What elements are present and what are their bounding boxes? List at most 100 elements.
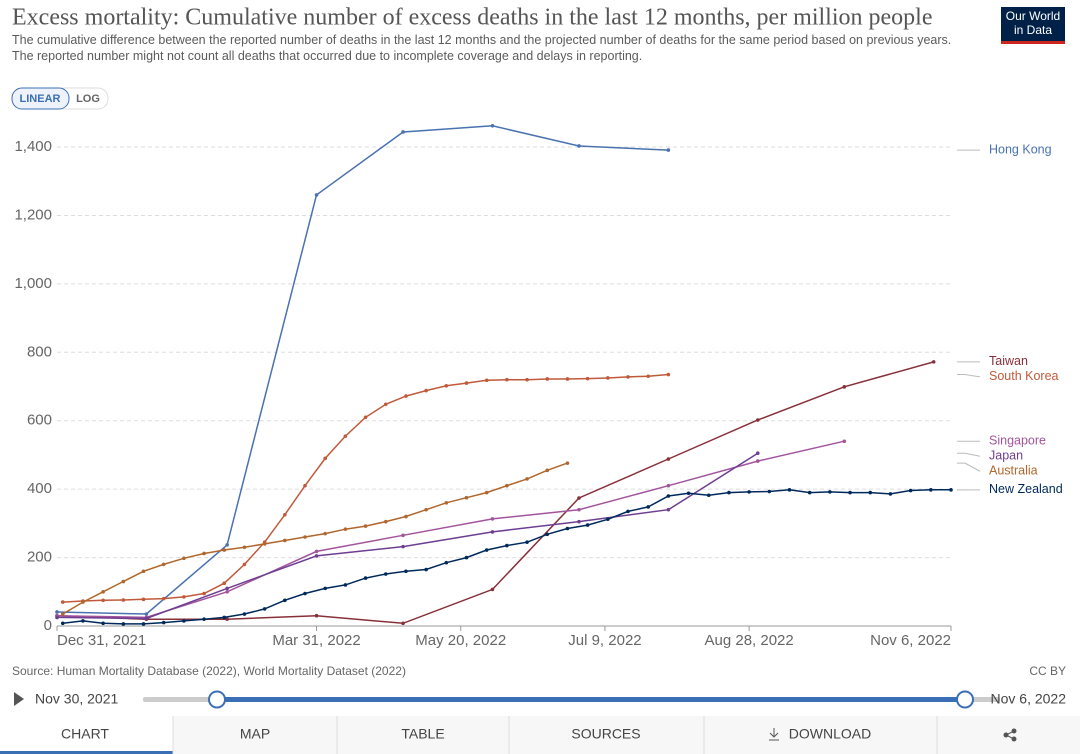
data-point xyxy=(525,377,529,382)
chart-subtitle: The cumulative difference between the re… xyxy=(12,33,952,63)
data-point xyxy=(303,483,307,488)
data-point xyxy=(931,360,936,364)
timeline-handle[interactable] xyxy=(956,690,974,709)
license[interactable]: CC BY xyxy=(1029,664,1066,678)
data-point xyxy=(343,434,348,438)
data-point xyxy=(182,556,186,561)
series-line xyxy=(56,125,669,615)
data-point xyxy=(666,494,671,498)
data-point xyxy=(505,483,509,488)
data-point xyxy=(747,490,751,494)
plot: 0 200 400 600 800 1,000 1,200 1,400 Dec 31, 2021… xyxy=(14,124,1063,649)
x-tick-label: Dec 31, 2021 xyxy=(57,632,146,649)
x-tick-label: Mar 31, 2022 xyxy=(272,632,360,649)
data-point xyxy=(343,583,348,587)
subtitle-box: The cumulative difference between the re… xyxy=(12,33,952,63)
data-point xyxy=(225,543,229,547)
tab[interactable]: DOWNLOAD xyxy=(789,726,871,742)
data-point xyxy=(606,376,610,380)
logo-text: in Data xyxy=(1014,23,1052,37)
linear-button[interactable] xyxy=(11,87,70,110)
data-point xyxy=(283,513,287,517)
data-point xyxy=(121,598,126,602)
timeline-start: Nov 30, 2021 xyxy=(35,691,118,707)
data-point xyxy=(484,548,489,552)
data-point xyxy=(490,517,495,521)
data-point xyxy=(222,581,227,586)
y-tick-label: 400 xyxy=(27,480,52,497)
legend-label: New Zealand xyxy=(989,482,1063,496)
data-point xyxy=(577,507,581,512)
data-point xyxy=(666,372,671,377)
legend-leader xyxy=(957,452,981,457)
y-tick-label: 1,400 xyxy=(14,138,52,155)
data-point xyxy=(888,492,893,496)
data-point xyxy=(283,538,287,543)
data-point xyxy=(565,526,570,531)
data-point xyxy=(666,148,671,152)
tab-active[interactable] xyxy=(0,716,173,754)
data-point xyxy=(626,375,630,379)
legend-label: Hong Kong xyxy=(989,142,1052,156)
data-point xyxy=(101,621,105,626)
data-point xyxy=(787,488,792,492)
data-point xyxy=(464,555,469,560)
data-point xyxy=(545,468,550,473)
legend-leader xyxy=(957,374,981,378)
data-point xyxy=(585,523,590,527)
data-point xyxy=(141,569,146,574)
data-point xyxy=(101,589,105,594)
data-point xyxy=(262,542,267,546)
data-point xyxy=(202,617,206,621)
timeline-handle[interactable] xyxy=(208,690,226,709)
data-point xyxy=(842,385,847,389)
data-point xyxy=(577,519,581,524)
logo[interactable] xyxy=(1001,7,1065,44)
legend-label: South Korea xyxy=(989,369,1059,383)
tab[interactable]: MAP xyxy=(240,726,270,742)
data-point xyxy=(404,514,408,519)
tab[interactable]: TABLE xyxy=(401,726,444,742)
data-point xyxy=(182,619,186,623)
data-point xyxy=(404,569,408,574)
series-line xyxy=(62,489,951,625)
tab[interactable]: SOURCES xyxy=(571,726,640,742)
legend-leader xyxy=(957,462,981,472)
logo-text: Our World xyxy=(1006,9,1060,23)
tab-underline xyxy=(0,751,173,754)
data-point xyxy=(161,596,166,601)
download-icon xyxy=(769,728,779,741)
data-point xyxy=(343,527,348,531)
log-label[interactable]: LOG xyxy=(76,93,100,105)
data-point xyxy=(807,490,812,495)
share-icon[interactable] xyxy=(1003,728,1017,742)
chart-title: Excess mortality: Cumulative number of e… xyxy=(12,5,932,31)
data-point xyxy=(303,591,307,596)
linear-label: LINEAR xyxy=(20,93,61,105)
data-point xyxy=(383,402,388,407)
x-tick-label: Jul 9, 2022 xyxy=(568,632,641,649)
data-point xyxy=(490,124,495,128)
tab[interactable]: CHART xyxy=(61,726,109,742)
x-tick-label: Aug 28, 2022 xyxy=(705,632,794,649)
play-button[interactable] xyxy=(14,692,24,706)
timeline-range xyxy=(217,697,965,702)
data-point xyxy=(383,572,388,576)
data-point xyxy=(401,130,405,134)
data-point xyxy=(484,490,489,495)
legend-label: Australia xyxy=(989,464,1038,478)
data-point xyxy=(908,488,913,493)
data-point xyxy=(314,554,319,558)
source: Source: Human Mortality Database (2022),… xyxy=(12,664,406,678)
y-tick-label: 800 xyxy=(27,343,52,360)
data-point xyxy=(121,579,126,584)
logo-bar xyxy=(1001,41,1065,44)
data-point xyxy=(141,622,146,626)
data-point xyxy=(363,415,368,420)
data-point xyxy=(666,483,671,488)
series-line xyxy=(56,452,759,620)
data-point xyxy=(262,607,267,611)
data-point xyxy=(314,549,319,554)
data-point xyxy=(242,612,247,616)
data-point xyxy=(666,457,671,461)
